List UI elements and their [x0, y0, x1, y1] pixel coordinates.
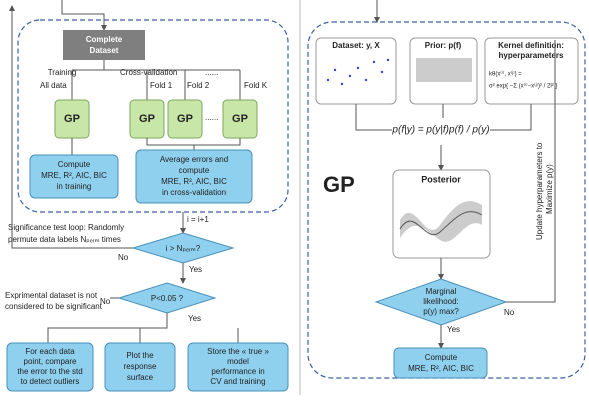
label: Yes	[189, 265, 202, 274]
label: Yes	[188, 314, 201, 323]
label: No	[100, 297, 111, 306]
label: For each data	[25, 347, 75, 356]
label: permute data labels Nₚₑᵣₘ times	[8, 235, 121, 244]
label: Compute	[58, 160, 91, 169]
label: GP	[323, 172, 355, 197]
posterior-band	[400, 201, 482, 242]
label: surface	[127, 373, 154, 382]
label: No	[504, 308, 515, 317]
label: All data	[40, 81, 67, 90]
scatter-icon	[326, 58, 390, 86]
formula: kθ(x⁽ⁱ⁾, x⁽ʲ⁾) =	[489, 70, 522, 78]
process-box	[6, 342, 94, 392]
label: Plot the	[126, 351, 154, 360]
label: point, compare	[24, 357, 77, 366]
label: GP	[64, 113, 80, 125]
label: in cross-validation	[162, 188, 226, 197]
label: Fold K	[244, 81, 268, 90]
label: Training	[48, 68, 77, 77]
label: i = i+1	[187, 215, 209, 224]
label: Update hyperparameters to	[535, 142, 544, 240]
label: Marginal	[426, 287, 457, 296]
label: likelihood:	[423, 297, 459, 306]
label: Maximize p(y)	[545, 164, 554, 214]
label: Complete	[86, 35, 123, 44]
label: Dataset: y, X	[332, 41, 380, 50]
connector	[506, 40, 556, 303]
process-box	[135, 149, 253, 204]
label: Significance test loop: Randomly	[8, 223, 124, 232]
label: model	[227, 357, 249, 366]
label: Kernel definition:	[498, 41, 564, 50]
connectors	[47, 313, 239, 343]
label: GP	[232, 113, 248, 125]
label: p(y) max?	[423, 307, 459, 316]
label: Posterior	[421, 174, 461, 184]
label: compute	[179, 166, 210, 175]
label: the error to the std	[17, 367, 82, 376]
label: P<0.05 ?	[151, 294, 184, 303]
connectors	[71, 60, 241, 100]
label: Cross-validation	[120, 68, 177, 77]
label: i > Nₚₑᵣₘ?	[166, 244, 201, 253]
label: considered to be significant	[5, 302, 103, 311]
arrow	[61, 0, 107, 31]
label: Exprimental dataset is not	[5, 291, 98, 300]
label: hyperparameters	[499, 51, 564, 60]
label: ......	[205, 68, 218, 77]
formula: p(f|y) = p(y|f)p(f) / p(y)	[391, 125, 489, 136]
process-box	[187, 342, 289, 392]
label: No	[118, 253, 129, 262]
label: Compute	[425, 353, 458, 362]
connectors	[71, 138, 241, 155]
label: Yes	[447, 325, 460, 334]
label: MRE, R², AIC, BIC	[161, 177, 227, 186]
label: CV and training	[210, 377, 265, 386]
label: Average errors and	[160, 155, 228, 164]
prior-band	[416, 58, 472, 82]
process-box	[104, 342, 176, 392]
label: performance in	[211, 367, 264, 376]
process-box	[393, 347, 488, 379]
formula: σ² exp{ −Σ (x⁽ⁱ⁾−x⁽ʲ⁾)² / 2l² }	[489, 82, 557, 90]
label: in training	[57, 182, 92, 191]
dataset-box	[63, 30, 145, 60]
gp-frame	[307, 21, 586, 379]
posterior-mean	[399, 211, 483, 235]
label: response	[124, 362, 157, 371]
label: Store the « true »	[207, 347, 269, 356]
arrow	[9, 5, 133, 249]
label: Fold 2	[187, 81, 210, 90]
loop-frame	[17, 19, 289, 213]
process-box	[29, 154, 119, 199]
label: MRE, R², AIC, BIC	[408, 364, 474, 373]
label: Dataset	[90, 46, 119, 55]
gp-box	[167, 99, 203, 139]
label: GP	[177, 113, 193, 125]
label: GP	[139, 113, 155, 125]
label: Prior: p(f)	[425, 41, 462, 50]
label: to detect outliers	[21, 377, 80, 386]
label: Fold 1	[150, 81, 173, 90]
label: ......	[205, 113, 218, 122]
connectors	[355, 104, 532, 131]
label: MRE, R², AIC, BIC	[41, 171, 107, 180]
